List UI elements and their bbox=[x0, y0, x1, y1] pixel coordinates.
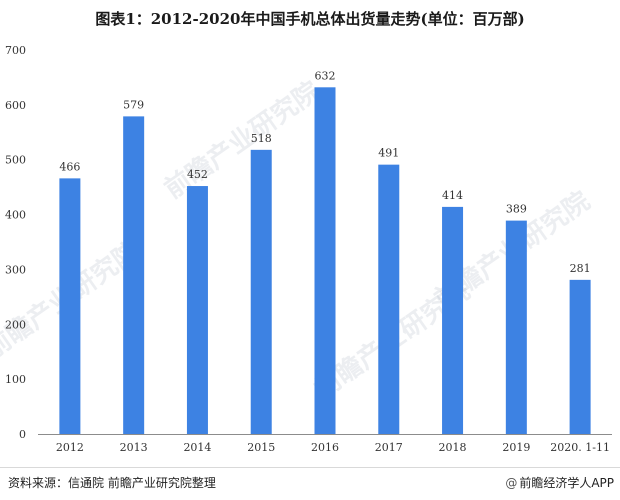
y-tick-label: 300 bbox=[5, 263, 26, 276]
data-label: 579 bbox=[123, 98, 144, 111]
x-tick-label: 2012 bbox=[56, 441, 84, 454]
y-tick-label: 100 bbox=[5, 373, 26, 386]
bar bbox=[59, 178, 81, 434]
y-tick-label: 600 bbox=[5, 99, 26, 112]
data-label: 281 bbox=[570, 262, 591, 275]
bar bbox=[442, 206, 464, 434]
y-tick-label: 200 bbox=[5, 318, 26, 331]
data-label: 389 bbox=[506, 203, 527, 216]
bar bbox=[314, 87, 336, 434]
x-tick-label: 2018 bbox=[439, 441, 467, 454]
data-label: 518 bbox=[251, 132, 272, 145]
at-icon: @ bbox=[505, 476, 518, 490]
y-tick-label: 0 bbox=[19, 428, 26, 441]
x-tick-label: 2013 bbox=[120, 441, 148, 454]
bar bbox=[123, 116, 145, 435]
data-label: 452 bbox=[187, 168, 208, 181]
data-label: 414 bbox=[442, 189, 463, 202]
y-tick-label: 700 bbox=[5, 44, 26, 57]
y-tick-label: 500 bbox=[5, 154, 26, 167]
brand-name: 前瞻经济学人APP bbox=[519, 476, 614, 490]
data-label: 632 bbox=[315, 69, 336, 82]
x-tick-label: 2017 bbox=[375, 441, 403, 454]
brand: @ 前瞻经济学人APP bbox=[505, 474, 614, 491]
data-label: 491 bbox=[378, 147, 399, 160]
bar-chart: 0 100 200 300 400 500 600 700 466 2012 579 2013 452 2… bbox=[5, 44, 612, 454]
x-tick-label: 2014 bbox=[183, 441, 211, 454]
x-tick-label: 2019 bbox=[502, 441, 530, 454]
chart-title: 图表1：2012-2020年中国手机总体出货量走势(单位：百万部) bbox=[95, 10, 525, 28]
y-tick-label: 400 bbox=[5, 209, 26, 222]
source-note: 资料来源：信通院 前瞻产业研究院整理 bbox=[8, 476, 216, 490]
data-label: 466 bbox=[59, 160, 80, 173]
footer: 资料来源：信通院 前瞻产业研究院整理 @ 前瞻经济学人APP bbox=[0, 467, 620, 500]
x-tick-label: 2015 bbox=[247, 441, 275, 454]
x-tick-label: 2020. 1-11 bbox=[550, 441, 610, 454]
x-tick-label: 2016 bbox=[311, 441, 339, 454]
bar bbox=[569, 279, 591, 434]
bar bbox=[186, 186, 208, 434]
bar bbox=[505, 220, 527, 434]
bar bbox=[250, 149, 272, 434]
bar bbox=[378, 164, 400, 434]
